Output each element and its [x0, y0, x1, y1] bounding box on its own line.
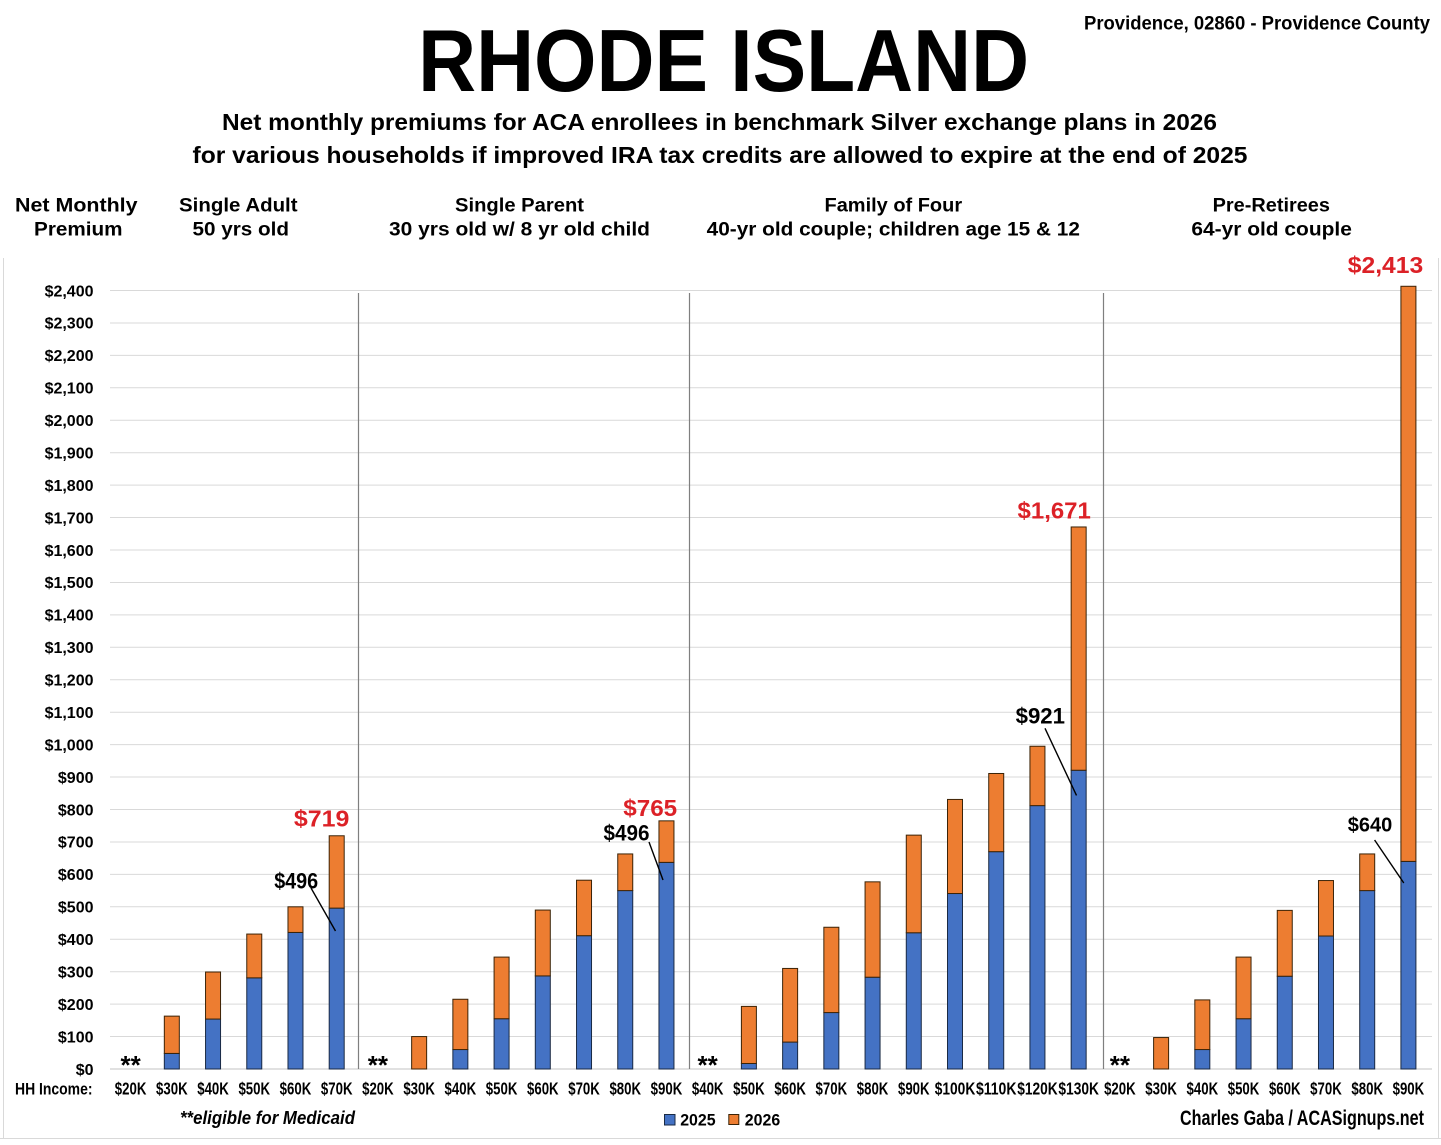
svg-text:$30K: $30K: [156, 1079, 188, 1099]
svg-text:$1,600: $1,600: [45, 543, 94, 560]
svg-text:$40K: $40K: [197, 1079, 229, 1099]
svg-text:$900: $900: [58, 770, 94, 787]
svg-text:$2,300: $2,300: [45, 316, 94, 333]
svg-text:$50K: $50K: [1228, 1079, 1260, 1099]
svg-text:$30K: $30K: [1145, 1079, 1177, 1099]
svg-text:$921: $921: [1016, 704, 1065, 729]
svg-text:$130K: $130K: [1058, 1079, 1099, 1099]
svg-text:$0: $0: [76, 1062, 94, 1079]
svg-text:$60K: $60K: [280, 1079, 312, 1099]
svg-text:2025: 2025: [680, 1110, 715, 1129]
svg-text:Single Parent: Single Parent: [455, 196, 585, 217]
svg-text:$1,671: $1,671: [1018, 497, 1092, 523]
svg-text:$100: $100: [58, 1029, 94, 1046]
svg-text:Single Adult: Single Adult: [179, 196, 298, 217]
svg-text:$500: $500: [58, 900, 94, 917]
svg-text:$70K: $70K: [568, 1079, 600, 1099]
svg-text:50 yrs old: 50 yrs old: [193, 220, 290, 241]
svg-text:$40K: $40K: [692, 1079, 724, 1099]
svg-text:$1,100: $1,100: [45, 705, 94, 722]
svg-text:$1,200: $1,200: [45, 673, 94, 690]
svg-text:$1,900: $1,900: [45, 445, 94, 462]
svg-text:$40K: $40K: [445, 1079, 477, 1099]
svg-text:$20K: $20K: [1104, 1079, 1136, 1099]
svg-text:$70K: $70K: [816, 1079, 848, 1099]
svg-text:$2,413: $2,413: [1348, 252, 1424, 278]
svg-text:$50K: $50K: [486, 1079, 518, 1099]
svg-text:$20K: $20K: [362, 1079, 394, 1099]
svg-text:$80K: $80K: [1351, 1079, 1383, 1099]
svg-text:$70K: $70K: [1310, 1079, 1342, 1099]
svg-text:$600: $600: [58, 867, 94, 884]
svg-text:$90K: $90K: [651, 1079, 683, 1099]
svg-text:Net Monthly: Net Monthly: [15, 196, 138, 217]
svg-text:$300: $300: [58, 964, 94, 981]
svg-text:Pre-Retirees: Pre-Retirees: [1213, 196, 1330, 217]
svg-text:$50K: $50K: [733, 1079, 765, 1099]
svg-text:$2,100: $2,100: [45, 381, 94, 398]
svg-text:$1,400: $1,400: [45, 608, 94, 625]
svg-text:**eligible for Medicaid: **eligible for Medicaid: [180, 1107, 356, 1128]
svg-text:$90K: $90K: [1393, 1079, 1425, 1099]
svg-text:40-yr old couple; children age: 40-yr old couple; children age 15 & 12: [707, 220, 1080, 241]
svg-text:Family of Four: Family of Four: [825, 196, 963, 217]
svg-text:$496: $496: [604, 821, 650, 846]
svg-text:30 yrs old w/ 8 yr old child: 30 yrs old w/ 8 yr old child: [389, 220, 650, 241]
svg-text:$200: $200: [58, 997, 94, 1014]
svg-text:$1,800: $1,800: [45, 478, 94, 495]
svg-text:$20K: $20K: [115, 1079, 147, 1099]
svg-text:$1,500: $1,500: [45, 575, 94, 592]
svg-text:$60K: $60K: [774, 1079, 806, 1099]
svg-text:$70K: $70K: [321, 1079, 353, 1099]
svg-text:64-yr old couple: 64-yr old couple: [1191, 220, 1352, 241]
svg-text:Premium: Premium: [34, 220, 123, 241]
svg-text:for various households if impr: for various households if improved IRA t…: [193, 142, 1248, 168]
svg-text:**: **: [698, 1050, 719, 1080]
svg-text:Net monthly premiums for ACA e: Net monthly premiums for ACA enrollees i…: [222, 109, 1217, 135]
svg-text:**: **: [1110, 1050, 1131, 1080]
svg-text:$1,700: $1,700: [45, 510, 94, 527]
svg-text:$120K: $120K: [1017, 1079, 1058, 1099]
svg-text:$100K: $100K: [935, 1079, 976, 1099]
svg-text:**: **: [368, 1050, 389, 1080]
svg-text:Providence, 02860 - Providence: Providence, 02860 - Providence County: [1084, 14, 1430, 35]
svg-text:$110K: $110K: [976, 1079, 1017, 1099]
svg-text:$400: $400: [58, 932, 94, 949]
svg-text:HH Income:: HH Income:: [15, 1079, 93, 1098]
svg-text:$60K: $60K: [1269, 1079, 1301, 1099]
svg-text:RHODE ISLAND: RHODE ISLAND: [418, 11, 1029, 110]
svg-text:$765: $765: [623, 795, 677, 821]
svg-text:Charles Gaba / ACASignups.net: Charles Gaba / ACASignups.net: [1180, 1107, 1424, 1130]
svg-text:$2,000: $2,000: [45, 413, 94, 430]
svg-text:$30K: $30K: [403, 1079, 435, 1099]
svg-text:$800: $800: [58, 802, 94, 819]
svg-text:$1,300: $1,300: [45, 640, 94, 657]
svg-text:$80K: $80K: [609, 1079, 641, 1099]
svg-text:$50K: $50K: [238, 1079, 270, 1099]
svg-text:$40K: $40K: [1187, 1079, 1219, 1099]
svg-text:$60K: $60K: [527, 1079, 559, 1099]
svg-text:$640: $640: [1348, 815, 1393, 837]
svg-text:$80K: $80K: [857, 1079, 889, 1099]
svg-text:$719: $719: [294, 806, 350, 832]
svg-text:$90K: $90K: [898, 1079, 930, 1099]
svg-text:$1,000: $1,000: [45, 737, 94, 754]
svg-text:$2,400: $2,400: [45, 283, 94, 300]
svg-text:**: **: [120, 1050, 141, 1080]
svg-text:$496: $496: [274, 868, 318, 893]
svg-text:$2,200: $2,200: [45, 348, 94, 365]
svg-text:$700: $700: [58, 835, 94, 852]
svg-text:2026: 2026: [745, 1110, 780, 1129]
